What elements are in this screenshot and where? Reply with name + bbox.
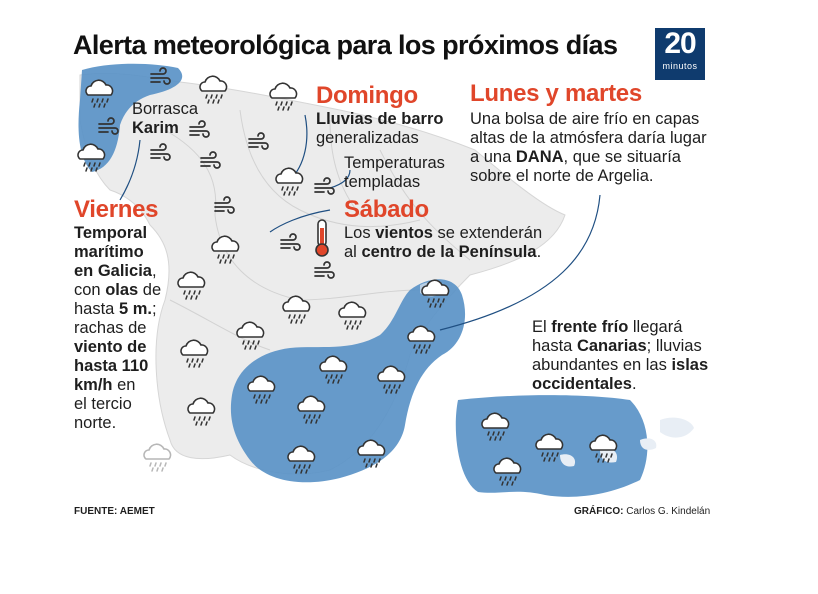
graphic-credit: GRÁFICO: Carlos G. Kindelán <box>574 506 710 517</box>
temp-line1: Temperaturas <box>344 154 445 172</box>
lunes-martes-heading: Lunes y martes <box>470 80 642 107</box>
canarias-line3a: abundantes en las <box>532 356 672 374</box>
viernes-line4a: con <box>74 281 106 299</box>
sabado-line2c: . <box>536 243 542 261</box>
viernes-5m: 5 m. <box>118 300 152 318</box>
canarias-line4: occidentales <box>532 375 632 393</box>
domingo-line2: generalizadas <box>316 129 419 147</box>
20minutos-logo: 20 minutos <box>655 28 705 80</box>
viernes-text: Temporal marítimo en Galicia, con olas d… <box>74 224 161 433</box>
canarias-islas: islas <box>671 356 709 374</box>
viernes-line9b: en <box>112 376 136 394</box>
canarias-line2a: hasta <box>532 337 577 355</box>
sabado-line1a: Los <box>344 224 376 242</box>
lunes-line2: altas de la atmósfera daría lugar <box>470 129 707 147</box>
sabado-centro: centro de la Península <box>361 243 537 261</box>
canarias-line2c: ; lluvias <box>646 337 702 355</box>
domingo-heading: Domingo <box>316 82 418 109</box>
borrasca-line1: Borrasca <box>132 100 199 118</box>
temperaturas-text: Temperaturas templadas <box>344 154 445 192</box>
viernes-line7: viento de <box>74 338 147 356</box>
viernes-line1: Temporal <box>74 224 148 242</box>
borrasca-name: Karim <box>132 119 179 137</box>
viernes-line5c: ; <box>151 300 157 318</box>
viernes-line3c: , <box>151 262 157 280</box>
sabado-line2a: al <box>344 243 362 261</box>
sabado-line1c: se extenderán <box>432 224 543 242</box>
lunes-line3a: a una <box>470 148 516 166</box>
viernes-line4c: de <box>138 281 162 299</box>
borrasca-label: Borrasca Karim <box>132 100 198 138</box>
lunes-line1: Una bolsa de aire frío en capas <box>470 110 700 128</box>
logo-word: minutos <box>662 61 698 71</box>
canarias-frente: frente frío <box>551 318 629 336</box>
domingo-bold: Lluvias de barro <box>316 110 444 128</box>
source-credit: FUENTE: AEMET <box>74 506 155 517</box>
viernes-line11: norte. <box>74 414 117 432</box>
temp-line2: templadas <box>344 173 421 191</box>
viernes-line5a: hasta <box>74 300 119 318</box>
lunes-line4: sobre el norte de Argelia. <box>470 167 654 185</box>
viernes-kmh: km/h <box>74 376 113 394</box>
canarias-line1a: El <box>532 318 552 336</box>
viernes-line6: rachas de <box>74 319 147 337</box>
lunes-line3c: , que se situaría <box>563 148 681 166</box>
viernes-line3: en Galicia <box>74 262 152 280</box>
domingo-text: Lluvias de barro generalizadas <box>316 110 443 148</box>
logo-number: 20 <box>664 27 696 60</box>
viernes-line2: marítimo <box>74 243 144 261</box>
lunes-martes-text: Una bolsa de aire frío en capas altas de… <box>470 110 707 186</box>
canarias-name: Canarias <box>576 337 647 355</box>
viernes-olas: olas <box>105 281 139 299</box>
page-title: Alerta meteorológica para los próximos d… <box>73 30 618 60</box>
graphic-label: GRÁFICO: <box>574 506 624 517</box>
sabado-vientos: vientos <box>375 224 433 242</box>
alert-zone-southeast <box>230 279 466 483</box>
sabado-heading: Sábado <box>344 196 429 223</box>
lunes-dana: DANA <box>515 148 564 166</box>
sabado-text: Los vientos se extenderán al centro de l… <box>344 224 542 262</box>
viernes-heading: Viernes <box>74 196 159 223</box>
canarias-line1c: llegará <box>628 318 683 336</box>
graphic-author: Carlos G. Kindelán <box>626 506 711 517</box>
thermometer-icon <box>315 219 329 257</box>
canarias-text: El frente frío llegará hasta Canarias; l… <box>532 318 708 394</box>
viernes-line10: el tercio <box>74 395 132 413</box>
viernes-line8: hasta 110 <box>74 357 149 375</box>
canarias-line4c: . <box>631 375 637 393</box>
